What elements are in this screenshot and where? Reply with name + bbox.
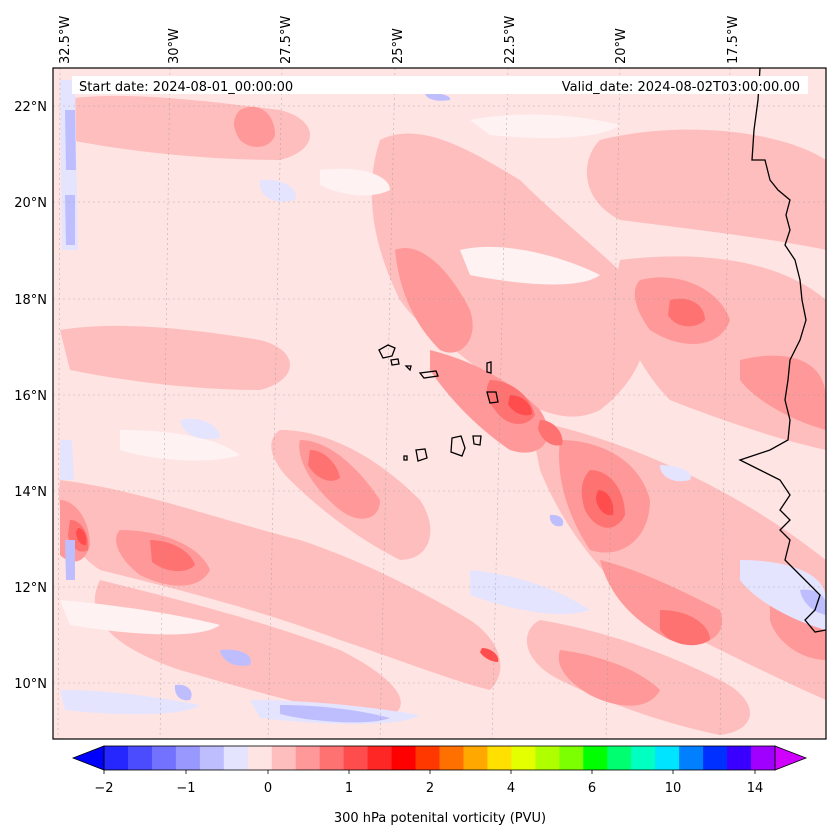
cape-verde-islands xyxy=(378,344,499,462)
colorbar-cell xyxy=(703,746,728,770)
latitude-labels: 22°N 20°N 18°N 16°N 14°N 12°N 10°N xyxy=(14,100,47,692)
lon-label: 32.5°W xyxy=(58,16,73,64)
african-coastline xyxy=(738,68,826,633)
colorbar-cell xyxy=(607,746,632,770)
colorbar-cell xyxy=(415,746,440,770)
colorbar-tick: 14 xyxy=(747,781,764,796)
lon-label: 25°W xyxy=(391,28,406,64)
lon-label: 30°W xyxy=(167,28,182,64)
lat-label: 14°N xyxy=(14,485,47,500)
colorbar-cell xyxy=(391,746,417,770)
colorbar-cell xyxy=(631,746,656,770)
colorbar-tick: 10 xyxy=(665,781,682,796)
lat-label: 22°N xyxy=(14,100,47,115)
lon-label: 27.5°W xyxy=(279,16,294,64)
lat-label: 10°N xyxy=(14,677,47,692)
colorbar-cell xyxy=(463,746,488,770)
colorbar-cell xyxy=(559,746,584,770)
pv-field xyxy=(53,68,826,739)
lat-label: 20°N xyxy=(14,196,47,211)
colorbar-cell xyxy=(247,746,273,770)
lat-label: 16°N xyxy=(14,389,47,404)
colorbar-tick: 1 xyxy=(345,781,353,796)
colorbar-cell xyxy=(151,746,177,770)
colorbar-cell xyxy=(127,746,153,770)
lat-label: 18°N xyxy=(14,293,47,308)
colorbar-tick-labels: −2 −1 0 1 2 4 6 10 14 xyxy=(94,781,763,796)
colorbar-cell xyxy=(104,746,129,770)
colorbar-tick: 4 xyxy=(507,781,515,796)
colorbar-max-extension xyxy=(774,745,808,771)
colorbar-cell xyxy=(343,746,369,770)
colorbar-cell xyxy=(727,746,752,770)
colorbar-cell xyxy=(487,746,512,770)
colorbar-tick: −2 xyxy=(94,781,113,796)
colorbar-cell xyxy=(655,746,680,770)
colorbar-cell xyxy=(511,746,536,770)
lon-label: 17.5°W xyxy=(726,16,741,64)
date-label-bar: Start date: 2024-08-01_00:00:00 Valid_da… xyxy=(72,76,808,95)
colorbar-label: 300 hPa potenital vorticity (PVU) xyxy=(334,811,546,826)
colorbar-tick: 6 xyxy=(588,781,596,796)
colorbar-cell xyxy=(367,746,393,770)
map-frame xyxy=(52,67,827,740)
colorbar-cell xyxy=(295,746,321,770)
colorbar-tick: −1 xyxy=(176,781,195,796)
colorbar-cell xyxy=(199,746,225,770)
lat-label: 12°N xyxy=(14,581,47,596)
colorbar-min-extension xyxy=(71,745,105,771)
colorbar-cell xyxy=(319,746,345,770)
lon-label: 20°W xyxy=(614,28,629,64)
colorbar-cell xyxy=(223,746,249,770)
lon-label: 22.5°W xyxy=(503,16,518,64)
colorbar-tick: 2 xyxy=(426,781,434,796)
colorbar-cell xyxy=(175,746,201,770)
valid-date-label: Valid_date: 2024-08-02T03:00:00.00 xyxy=(562,80,800,95)
longitude-labels: 32.5°W 30°W 27.5°W 25°W 22.5°W 20°W 17.5… xyxy=(58,16,741,64)
colorbar-tick: 0 xyxy=(264,781,272,796)
colorbar-cell xyxy=(679,746,704,770)
colorbar: −2 −1 0 1 2 4 6 10 14 300 hPa potenital … xyxy=(71,745,808,826)
colorbar-cell xyxy=(583,746,608,770)
colorbar-cell xyxy=(535,746,560,770)
start-date-label: Start date: 2024-08-01_00:00:00 xyxy=(79,80,293,95)
colorbar-cell xyxy=(271,746,297,770)
colorbar-cell xyxy=(439,746,464,770)
colorbar-cell xyxy=(751,746,776,770)
